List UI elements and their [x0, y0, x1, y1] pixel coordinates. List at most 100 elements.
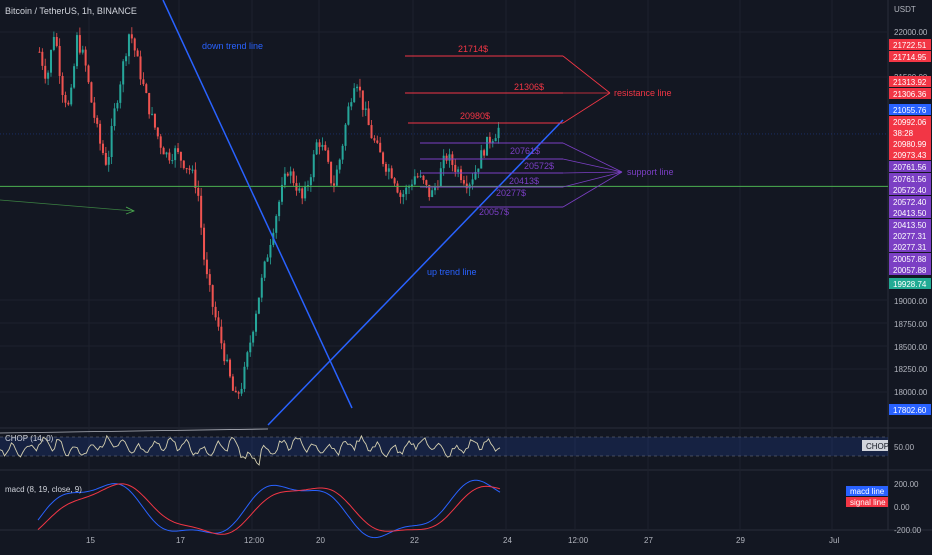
macd-pane[interactable]: macd (8, 19, close, 9) macd line signal …: [5, 479, 922, 539]
candle-body: [275, 216, 278, 233]
candle-body: [136, 50, 139, 57]
candle-body: [75, 35, 78, 67]
resistance-label-2: 21306$: [514, 82, 544, 92]
chop-trend-line[interactable]: [0, 428, 269, 434]
candle-body: [358, 86, 361, 91]
candle-body: [393, 178, 396, 184]
candle-body: [58, 45, 61, 76]
candle-body: [249, 342, 252, 353]
price-tick: 18000.00: [894, 388, 928, 397]
chop-pane[interactable]: CHOP (14, 0) CHOP 50.00: [0, 428, 915, 466]
candle-body: [491, 141, 494, 144]
time-label: 12:00: [568, 536, 589, 545]
candle-body: [220, 326, 223, 344]
candle-body: [312, 154, 315, 178]
price-tick: 22000.00: [894, 28, 928, 37]
candle-body: [78, 35, 81, 53]
up-trend-line[interactable]: [267, 119, 564, 426]
price-badge-bg: [889, 241, 931, 252]
support-group[interactable]: 20761$ 20572$ 20413$ 20277$ 20057$ suppo…: [420, 142, 674, 217]
price-badge-bg: [889, 51, 931, 62]
candle-body: [402, 194, 405, 197]
support-label-2: 20572$: [524, 161, 554, 171]
candle-body: [494, 138, 497, 142]
candle-body: [70, 87, 73, 105]
macd-title[interactable]: macd (8, 19, close, 9): [5, 485, 82, 494]
down-trend-label: down trend line: [202, 41, 263, 51]
candle-body: [462, 180, 465, 184]
candle-body: [341, 145, 344, 160]
candle-body: [182, 160, 185, 169]
price-badge: 21722.51: [893, 41, 927, 50]
candle-body: [252, 331, 255, 343]
candle-body: [185, 168, 188, 170]
candle-body: [286, 173, 289, 176]
candle-body: [280, 184, 284, 202]
candle-body: [133, 38, 136, 51]
candles: [0, 27, 888, 399]
price-badges: 21722.51 21714.95 21313.92 21306.36 21055.76…: [889, 39, 931, 415]
signal-legend-bg: [846, 497, 888, 507]
price-badge: 20413.50: [893, 209, 927, 218]
price-badge-bg: [889, 88, 931, 99]
price-badge: 20992.06: [893, 118, 927, 127]
time-axis[interactable]: 15 17 12:00 20 22 24 12:00 27 29 Jul: [86, 536, 839, 545]
price-badge-bg: [889, 196, 931, 207]
candle-body: [396, 183, 399, 193]
candle-body: [47, 72, 50, 79]
resistance-group[interactable]: 21714$ 21306$ 20980$ resistance line: [405, 44, 672, 124]
down-trend-line[interactable]: [162, 0, 353, 409]
candle-body: [425, 180, 428, 185]
candle-body: [177, 148, 180, 152]
candle-body: [454, 164, 457, 172]
candle-body: [211, 285, 214, 307]
candle-body: [90, 82, 93, 103]
price-tick: 18750.00: [894, 320, 928, 329]
grid: [0, 0, 888, 530]
candle-body: [301, 188, 304, 199]
candle-body: [217, 317, 220, 327]
price-badge: 20277.31: [893, 243, 927, 252]
candle-body: [101, 143, 104, 154]
symbol-title[interactable]: Bitcoin / TetherUS, 1h, BINANCE: [5, 6, 137, 16]
candle-body: [223, 343, 226, 362]
candle-body: [125, 56, 128, 62]
candle-body: [188, 168, 191, 170]
price-badge: 20572.40: [893, 186, 927, 195]
price-badge: 20973.43: [893, 151, 927, 160]
candle-body: [269, 244, 272, 258]
price-badge-bg: [889, 173, 931, 184]
candle-body: [379, 142, 382, 153]
candle-body: [304, 186, 307, 199]
price-badge-bg: [889, 76, 931, 87]
candle-body: [145, 84, 148, 93]
arrow-line[interactable]: [0, 199, 135, 212]
candle-body: [405, 187, 408, 195]
macd-legend-bg: [846, 486, 888, 496]
candle-body: [116, 102, 119, 109]
chop-title[interactable]: CHOP (14, 0): [5, 434, 54, 443]
candle-body: [445, 155, 448, 161]
price-tick: 18500.00: [894, 343, 928, 352]
time-label: 24: [503, 536, 512, 545]
candle-body: [483, 150, 486, 156]
time-label: Jul: [829, 536, 839, 545]
price-badge-bg: [889, 219, 931, 230]
price-badge: 20761.56: [893, 175, 927, 184]
price-badge-bg: [889, 264, 931, 275]
candle-body: [122, 61, 125, 85]
candle-body: [422, 175, 425, 181]
candle-body: [231, 376, 234, 391]
price-badge-bg: [889, 404, 931, 415]
candle-body: [292, 171, 295, 184]
candle-body: [208, 274, 211, 286]
candle-body: [171, 160, 174, 162]
candle-body: [266, 257, 269, 262]
candle-body: [226, 359, 229, 362]
chop-badge-bg: [862, 440, 888, 451]
candle-body: [257, 297, 260, 314]
candle-body: [81, 49, 84, 53]
chop-band: [0, 437, 888, 456]
